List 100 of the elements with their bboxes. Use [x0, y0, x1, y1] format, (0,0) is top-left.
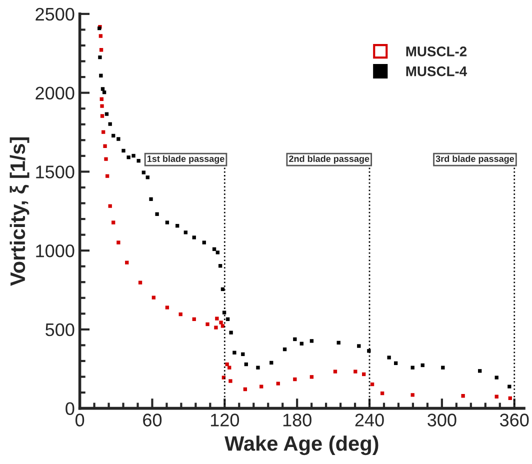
y-axis-title: Vorticity, ξ [1/s]	[10, 137, 30, 286]
point	[206, 322, 210, 326]
point	[212, 247, 216, 251]
y-tick-label: 1000	[36, 244, 74, 258]
x-tick-label: 120	[210, 414, 240, 426]
y-tick-label: 0	[66, 402, 74, 416]
point	[104, 112, 109, 116]
point	[410, 366, 414, 370]
legend-label: MUSCL-4	[406, 66, 468, 76]
point	[410, 393, 414, 397]
point	[228, 379, 232, 383]
point	[149, 197, 153, 201]
y-tick-label: 500	[46, 323, 74, 336]
point	[387, 356, 391, 360]
x-tick-label: 0	[75, 414, 84, 426]
y-tick-label: 2000	[36, 86, 74, 100]
point	[243, 387, 248, 392]
point	[232, 350, 236, 354]
point	[420, 363, 424, 368]
point	[136, 158, 140, 163]
point	[125, 260, 129, 264]
point	[461, 394, 465, 398]
point	[310, 375, 314, 379]
point	[155, 212, 159, 216]
point	[103, 144, 107, 148]
point	[102, 90, 106, 94]
point	[116, 137, 120, 141]
x-tick-label: 300	[428, 414, 456, 426]
point	[202, 240, 206, 244]
point	[220, 324, 225, 328]
x-tick-label: 240	[355, 414, 384, 426]
point	[99, 48, 104, 52]
x-axis-title: Wake Age (deg)	[224, 436, 378, 456]
point	[333, 370, 338, 374]
y-tick-label: 2500	[36, 8, 74, 21]
point	[138, 280, 142, 284]
x-tick-label: 180	[283, 414, 312, 426]
point	[293, 337, 297, 342]
point	[184, 230, 188, 234]
point	[229, 330, 233, 334]
point	[225, 362, 229, 366]
point	[336, 340, 340, 345]
point	[178, 312, 182, 316]
point	[112, 220, 116, 224]
point	[478, 369, 482, 373]
point	[300, 342, 304, 346]
point	[216, 250, 220, 254]
point	[122, 148, 126, 153]
point	[116, 240, 120, 244]
point	[276, 382, 280, 386]
point	[146, 176, 150, 180]
ref-line-label: 2nd blade passage	[289, 155, 370, 164]
point	[270, 360, 274, 365]
point	[100, 87, 105, 91]
point	[100, 97, 104, 101]
point	[214, 326, 218, 330]
point	[152, 296, 156, 300]
point	[226, 317, 230, 322]
point	[494, 376, 498, 380]
point	[165, 306, 170, 310]
point	[508, 396, 512, 400]
point	[354, 370, 358, 374]
point	[215, 316, 219, 320]
point	[102, 130, 106, 134]
point	[132, 154, 136, 158]
point	[100, 104, 104, 108]
point	[100, 114, 104, 118]
point	[282, 347, 287, 352]
point	[362, 372, 366, 376]
point	[494, 394, 498, 398]
point	[310, 339, 314, 343]
point	[218, 264, 222, 268]
point	[192, 317, 196, 322]
point	[105, 174, 110, 178]
point	[108, 122, 112, 126]
point	[98, 34, 103, 38]
point	[192, 236, 196, 240]
point	[228, 366, 232, 370]
point	[293, 377, 297, 382]
point	[142, 170, 146, 174]
point	[394, 361, 398, 366]
point	[256, 366, 260, 370]
ref-line-label: 3rd blade passage	[436, 155, 514, 164]
x-tick-label: 60	[143, 414, 162, 426]
point	[380, 391, 384, 396]
point	[108, 204, 112, 208]
point	[112, 134, 116, 138]
point	[370, 382, 374, 386]
point	[175, 224, 180, 228]
point	[219, 320, 223, 324]
x-tick-label: 360	[500, 414, 529, 426]
point	[126, 155, 130, 160]
point	[104, 157, 108, 161]
point	[441, 366, 445, 370]
point	[508, 384, 512, 388]
point	[260, 384, 264, 388]
point	[241, 352, 245, 356]
point	[357, 344, 361, 348]
point	[244, 362, 248, 366]
legend-label: MUSCL-2	[406, 46, 467, 56]
